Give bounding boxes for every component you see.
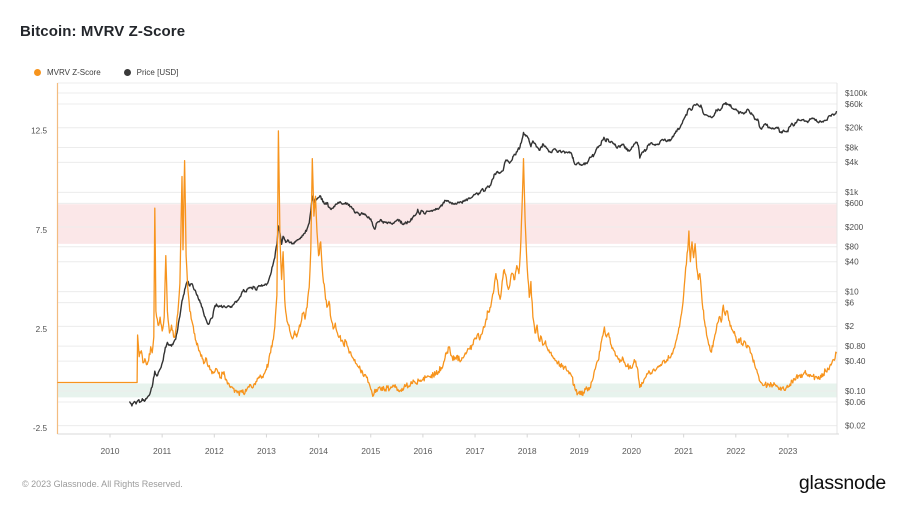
overvalued-band — [57, 204, 837, 244]
page-title: Bitcoin: MVRV Z-Score — [20, 23, 186, 40]
copyright-text: © 2023 Glassnode. All Rights Reserved. — [22, 479, 183, 489]
price-axis-tick-label: $60k — [845, 100, 864, 109]
price-axis-tick-label: $8k — [845, 143, 859, 152]
x-axis-tick-label: 2018 — [518, 446, 537, 456]
price-axis-tick-label: $0.06 — [845, 398, 866, 407]
x-axis-tick-label: 2014 — [309, 446, 328, 456]
price-axis-tick-label: $600 — [845, 199, 864, 208]
left-axis-labels: -2.5 2.5 7.5 12.5 — [31, 127, 47, 433]
price-axis-tick-label: $100k — [845, 89, 868, 98]
price-axis-tick-label: $0.40 — [845, 357, 866, 366]
price-axis-tick-label: $1k — [845, 188, 859, 197]
mvrv-z-score-line — [57, 130, 838, 398]
x-axis-tick-label: 2020 — [622, 446, 641, 456]
price-axis-tick-label: $40 — [845, 258, 859, 267]
legend-dot-icon — [123, 69, 131, 76]
price-axis-tick-label: $0.10 — [845, 387, 866, 396]
x-axis-tick-label: 2010 — [101, 446, 120, 456]
price-axis-tick-label: $20k — [845, 124, 864, 133]
z-axis-tick-label: -2.5 — [33, 424, 48, 433]
gridlines — [57, 82, 837, 427]
price-axis-tick-label: $10 — [845, 287, 859, 296]
chart-legend: MVRV Z-Score Price [USD] — [34, 68, 178, 77]
legend-item-price-usd-[interactable]: Price [USD] — [123, 68, 179, 77]
legend-item-mvrv-z-score[interactable]: MVRV Z-Score — [34, 68, 101, 77]
x-axis-tick-label: 2011 — [153, 446, 172, 456]
legend-dot-icon — [34, 69, 41, 76]
legend-label: Price [USD] — [136, 68, 179, 77]
price-axis-tick-label: $0.02 — [845, 421, 866, 430]
right-axis-labels: $100k $60k $20k $8k $4k $1k $600 $200 $80 $40 $10 $… — [845, 89, 868, 431]
x-axis-tick-label: 2012 — [205, 446, 224, 456]
z-axis-tick-label: 7.5 — [36, 226, 48, 235]
price-axis-tick-label: $4k — [845, 158, 859, 167]
x-axis-tick-label: 2021 — [674, 446, 693, 456]
x-axis-tick-label: 2019 — [570, 446, 589, 456]
x-axis-tick-label: 2017 — [466, 446, 485, 456]
z-axis-tick-label: 12.5 — [31, 127, 47, 136]
undervalued-band — [57, 383, 837, 398]
glassnode-logo: glassnode — [798, 472, 886, 494]
x-axis-tick-label: 2016 — [413, 446, 432, 456]
price-axis-tick-label: $2 — [845, 322, 855, 331]
price-axis-tick-label: $200 — [845, 223, 864, 232]
plot-area[interactable] — [58, 83, 838, 434]
z-axis-tick-label: 2.5 — [36, 325, 48, 334]
x-axis-labels: 2010 2011 2012 2013 2014 2015 2016 2017 2018 2019… — [101, 434, 798, 456]
price-axis-tick-label: $0.80 — [845, 342, 866, 351]
price-axis-tick-label: $80 — [845, 243, 859, 252]
x-axis-tick-label: 2013 — [257, 446, 276, 456]
x-axis-tick-label: 2023 — [778, 446, 797, 456]
x-axis-tick-label: 2015 — [361, 446, 380, 456]
price-axis-tick-label: $6 — [845, 298, 855, 307]
x-axis-tick-label: 2022 — [726, 446, 745, 456]
legend-label: MVRV Z-Score — [47, 68, 101, 77]
price-usd--line — [129, 101, 838, 407]
